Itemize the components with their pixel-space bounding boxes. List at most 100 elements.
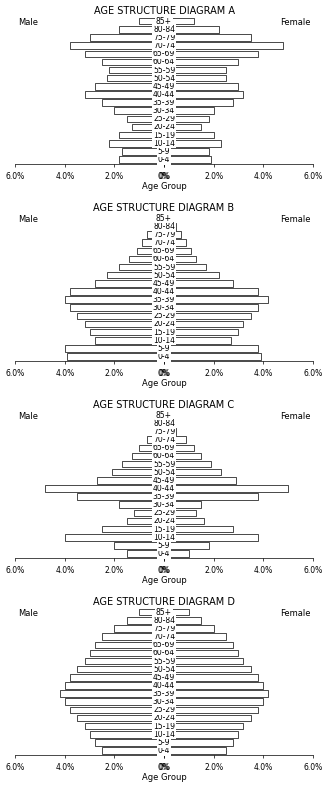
Bar xyxy=(85,321,164,327)
Bar xyxy=(164,353,261,360)
Bar xyxy=(164,148,209,154)
Text: 25-29: 25-29 xyxy=(153,311,175,321)
X-axis label: Age Group: Age Group xyxy=(142,183,186,191)
Bar xyxy=(90,731,164,738)
Bar xyxy=(164,223,176,229)
Text: 20-24: 20-24 xyxy=(153,516,175,526)
Bar xyxy=(122,461,164,467)
Bar xyxy=(112,469,164,475)
Bar xyxy=(119,264,164,270)
Bar xyxy=(164,215,172,221)
Title: AGE STRUCTURE DIAGRAM C: AGE STRUCTURE DIAGRAM C xyxy=(93,400,235,410)
Text: 20-24: 20-24 xyxy=(153,122,175,132)
Bar xyxy=(152,223,164,229)
Bar xyxy=(60,690,164,697)
Bar xyxy=(122,148,164,154)
Bar xyxy=(70,43,164,49)
Bar xyxy=(94,280,164,287)
X-axis label: Age Group: Age Group xyxy=(142,577,186,585)
Bar xyxy=(164,510,196,516)
Text: 35-39: 35-39 xyxy=(153,295,175,304)
Text: 55-59: 55-59 xyxy=(153,262,175,272)
X-axis label: Age Group: Age Group xyxy=(142,774,186,782)
Bar xyxy=(77,666,164,672)
Bar xyxy=(164,461,211,467)
Bar xyxy=(164,288,258,295)
Text: 65-69: 65-69 xyxy=(153,641,175,649)
Text: 5-9: 5-9 xyxy=(158,147,170,156)
Bar xyxy=(164,420,174,426)
Text: 75-79: 75-79 xyxy=(153,230,175,239)
Bar xyxy=(134,510,164,516)
Bar xyxy=(164,156,211,163)
Bar xyxy=(164,34,251,41)
Bar xyxy=(164,501,201,508)
Text: Male: Male xyxy=(18,18,38,27)
Text: 65-69: 65-69 xyxy=(153,247,175,255)
Bar xyxy=(132,124,164,130)
Bar xyxy=(164,18,194,24)
Bar xyxy=(164,83,238,90)
Text: 80-84: 80-84 xyxy=(153,25,175,34)
Bar xyxy=(67,353,164,360)
Bar xyxy=(114,625,164,632)
Text: 80-84: 80-84 xyxy=(153,419,175,428)
Text: 55-59: 55-59 xyxy=(153,459,175,469)
Text: 80-84: 80-84 xyxy=(153,616,175,625)
Text: 40-44: 40-44 xyxy=(153,484,175,493)
Text: 85+: 85+ xyxy=(156,17,172,26)
Text: 20-24: 20-24 xyxy=(153,713,175,723)
Bar xyxy=(65,698,164,705)
Bar xyxy=(164,452,201,459)
Text: 75-79: 75-79 xyxy=(153,427,175,436)
Text: 70-74: 70-74 xyxy=(153,632,175,641)
Text: 75-79: 75-79 xyxy=(153,33,175,42)
Text: 10-14: 10-14 xyxy=(153,139,175,148)
Bar xyxy=(164,641,234,648)
Text: 10-14: 10-14 xyxy=(153,533,175,542)
Bar xyxy=(94,641,164,648)
Text: 60-64: 60-64 xyxy=(153,452,175,460)
Bar xyxy=(77,715,164,721)
Bar xyxy=(94,337,164,344)
Bar xyxy=(70,304,164,311)
Bar xyxy=(164,304,258,311)
Title: AGE STRUCTURE DIAGRAM B: AGE STRUCTURE DIAGRAM B xyxy=(93,203,235,213)
Bar xyxy=(164,91,243,98)
Text: 85+: 85+ xyxy=(156,608,172,617)
Text: Female: Female xyxy=(280,412,310,421)
Text: 15-19: 15-19 xyxy=(153,722,175,730)
Bar xyxy=(164,715,251,721)
Text: 45-49: 45-49 xyxy=(153,279,175,288)
Bar xyxy=(110,140,164,147)
Text: 15-19: 15-19 xyxy=(153,328,175,336)
Bar xyxy=(65,534,164,541)
Bar xyxy=(127,550,164,557)
Text: Male: Male xyxy=(18,412,38,421)
Text: 35-39: 35-39 xyxy=(153,98,175,107)
Bar xyxy=(139,18,164,24)
Bar xyxy=(97,477,164,484)
Bar xyxy=(164,50,258,57)
Bar xyxy=(164,329,238,336)
Bar xyxy=(102,99,164,106)
Bar xyxy=(164,321,243,327)
Text: 75-79: 75-79 xyxy=(153,624,175,633)
Bar xyxy=(164,682,263,689)
Bar xyxy=(147,231,164,238)
Text: 60-64: 60-64 xyxy=(153,58,175,66)
Bar xyxy=(164,634,226,640)
Bar xyxy=(164,444,194,451)
Text: 40-44: 40-44 xyxy=(153,287,175,296)
Text: 35-39: 35-39 xyxy=(153,492,175,501)
Text: 50-54: 50-54 xyxy=(153,664,175,674)
Text: 10-14: 10-14 xyxy=(153,336,175,345)
Bar xyxy=(142,240,164,246)
Bar xyxy=(164,690,268,697)
Bar xyxy=(164,231,181,238)
Bar xyxy=(164,666,251,672)
Bar xyxy=(139,444,164,451)
Bar xyxy=(137,247,164,254)
Bar xyxy=(164,707,258,713)
Bar xyxy=(164,313,251,319)
